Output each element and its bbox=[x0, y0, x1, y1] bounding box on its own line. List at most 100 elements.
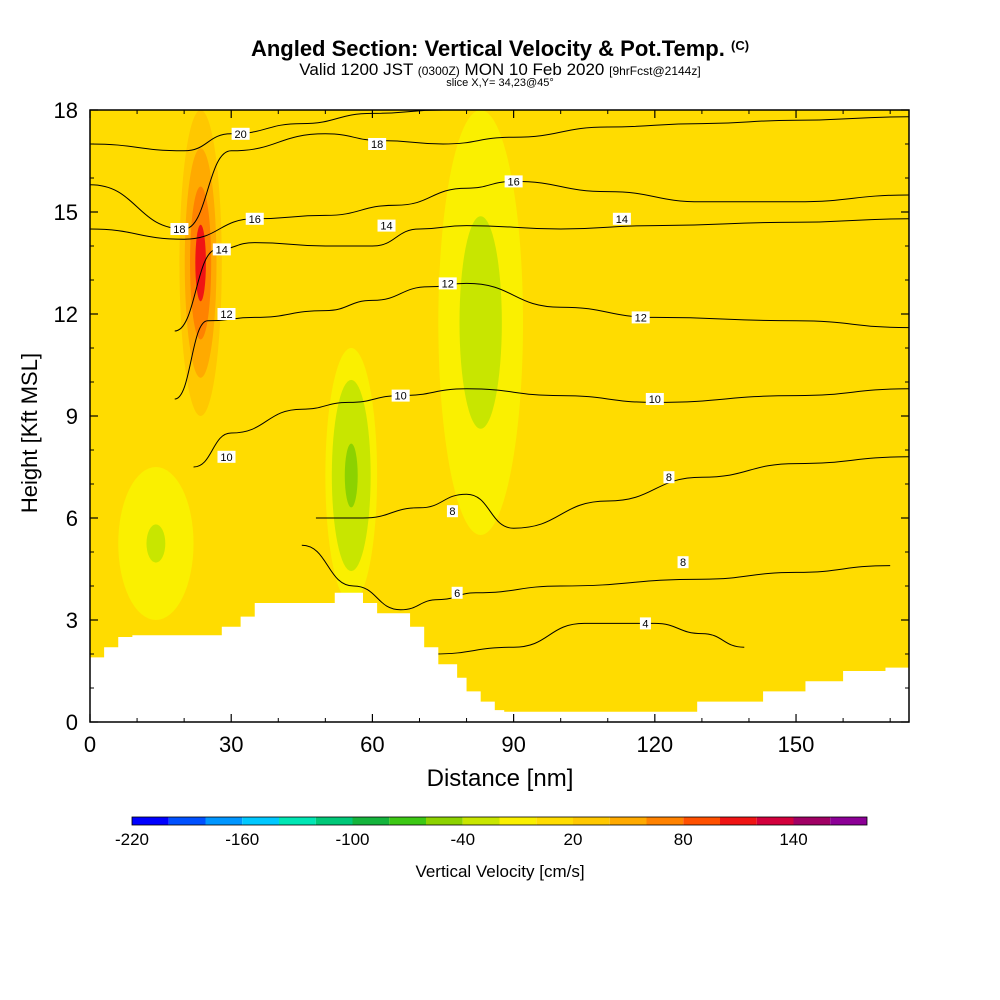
colorbar-swatch bbox=[646, 817, 684, 825]
contour-label: 8 bbox=[446, 505, 458, 518]
colorbar-tick-label: 140 bbox=[779, 830, 807, 849]
contour-label-text: 16 bbox=[507, 176, 519, 188]
x-tick-label: 90 bbox=[501, 732, 525, 757]
colorbar-tick-label: -220 bbox=[115, 830, 149, 849]
colorbar-swatch bbox=[793, 817, 831, 825]
contour-label-bg bbox=[368, 138, 387, 150]
isentrope-4 bbox=[433, 622, 745, 655]
contour-label: 14 bbox=[612, 212, 631, 226]
contour-label-text: 6 bbox=[454, 588, 460, 600]
contour-label-bg bbox=[645, 393, 664, 405]
isentrope-10 bbox=[193, 388, 909, 468]
contour-label: 10 bbox=[391, 389, 410, 403]
contour-label-bg bbox=[217, 308, 236, 320]
contour-label-text: 8 bbox=[680, 557, 686, 569]
colorbar-swatch bbox=[315, 817, 353, 825]
colorbar-swatch bbox=[462, 817, 500, 825]
contour-label: 8 bbox=[663, 471, 675, 484]
contour-label-text: 14 bbox=[216, 244, 228, 256]
contour-label-bg bbox=[231, 127, 250, 140]
contour-label-text: 18 bbox=[371, 139, 383, 151]
velocity-region bbox=[344, 443, 358, 508]
x-tick-label: 30 bbox=[219, 732, 243, 757]
colorbar-swatch bbox=[132, 817, 169, 825]
x-tick-label: 150 bbox=[778, 732, 815, 757]
isentrope-14 bbox=[174, 218, 909, 332]
colorbar-swatch bbox=[830, 817, 867, 825]
contour-label-bg bbox=[377, 219, 396, 232]
x-axis-label: Distance [nm] bbox=[426, 765, 574, 792]
x-tick-label: 60 bbox=[360, 732, 384, 757]
contour-label: 10 bbox=[645, 393, 664, 406]
contour-label-text: 14 bbox=[380, 221, 392, 233]
isentrope-16 bbox=[90, 180, 909, 240]
colorbar-tick-label: 80 bbox=[674, 830, 693, 849]
contour-label-bg bbox=[504, 175, 523, 188]
contour-label-text: 10 bbox=[220, 452, 232, 464]
y-tick-label: 6 bbox=[66, 506, 78, 531]
colorbar-swatch bbox=[352, 817, 390, 825]
colorbar-tick-label: -100 bbox=[335, 830, 369, 849]
x-tick-label: 120 bbox=[636, 732, 673, 757]
isentrope-lines bbox=[90, 110, 909, 655]
contour-label-text: 12 bbox=[635, 312, 647, 324]
contour-label: 16 bbox=[504, 175, 523, 188]
colorbar-swatch bbox=[205, 817, 243, 825]
x-tick-label: 0 bbox=[84, 732, 96, 757]
y-tick-label: 12 bbox=[54, 302, 78, 327]
colorbar-swatch bbox=[242, 817, 279, 825]
contour-label-bg bbox=[451, 586, 463, 599]
colorbar-swatch bbox=[573, 817, 610, 825]
colorbar-swatch bbox=[499, 817, 537, 825]
y-axis-label: Height [Kft MSL] bbox=[17, 352, 42, 514]
contour-label-text: 4 bbox=[642, 618, 648, 630]
contour-label-bg bbox=[639, 617, 651, 630]
contour-label-bg bbox=[631, 311, 650, 324]
contour-label-bg bbox=[245, 212, 264, 225]
colorbar: -220 -160 -100 -40 20 80 140 bbox=[115, 816, 868, 849]
slice-info: slice X,Y= 34,23@45° bbox=[446, 77, 554, 89]
contour-label-text: 14 bbox=[616, 214, 628, 226]
colorbar-swatch bbox=[609, 817, 647, 825]
terrain-profile bbox=[90, 592, 909, 722]
isentrope-18 bbox=[90, 116, 909, 230]
colorbar-tick-label: -160 bbox=[225, 830, 259, 849]
contour-label: 16 bbox=[245, 212, 264, 226]
contour-label-bg bbox=[391, 389, 410, 402]
contour-label-text: 16 bbox=[249, 214, 261, 226]
contour-label: 18 bbox=[368, 138, 387, 151]
contour-label-bg bbox=[612, 212, 631, 225]
contour-label-text: 10 bbox=[649, 394, 661, 406]
colorbar-swatch bbox=[279, 817, 316, 825]
colorbar-tick-label: -40 bbox=[450, 830, 475, 849]
contour-label-text: 20 bbox=[234, 129, 246, 141]
contour-label-bg bbox=[170, 223, 189, 235]
contour-label: 10 bbox=[217, 450, 236, 464]
colorbar-swatch bbox=[720, 817, 757, 825]
contour-label-bg bbox=[663, 471, 675, 484]
chart-subtitle: Valid 1200 JST (0300Z) MON 10 Feb 2020 [… bbox=[299, 60, 701, 79]
contour-label-text: 8 bbox=[449, 506, 455, 518]
colorbar-swatch bbox=[426, 817, 463, 825]
colorbar-swatch bbox=[168, 817, 206, 825]
contour-label-bg bbox=[677, 556, 689, 569]
contour-label: 12 bbox=[217, 308, 236, 321]
contour-label-bg bbox=[446, 505, 458, 518]
contour-label-text: 10 bbox=[395, 391, 407, 403]
isentrope-8 bbox=[315, 456, 909, 529]
isentrope-labels: 20 18 16 18 16 14 14 14 12 12 12 10 10 10 8 8 8 6 4 bbox=[170, 127, 689, 630]
colorbar-swatch bbox=[683, 817, 720, 825]
axes: 0 30 60 90 120 150 0 3 6 9 12 15 18 bbox=[54, 98, 909, 757]
colorbar-swatch bbox=[756, 817, 794, 825]
colorbar-label: Vertical Velocity [cm/s] bbox=[415, 862, 585, 881]
contour-label: 18 bbox=[170, 223, 189, 236]
colorbar-tick-label: 20 bbox=[564, 830, 583, 849]
contour-label-bg bbox=[438, 277, 457, 290]
contour-label: 12 bbox=[438, 277, 457, 290]
isentrope-6 bbox=[301, 544, 891, 611]
contour-label: 4 bbox=[639, 617, 651, 630]
contour-label-text: 12 bbox=[442, 278, 454, 290]
contour-label-text: 8 bbox=[666, 472, 672, 484]
contour-label-bg bbox=[217, 450, 236, 463]
